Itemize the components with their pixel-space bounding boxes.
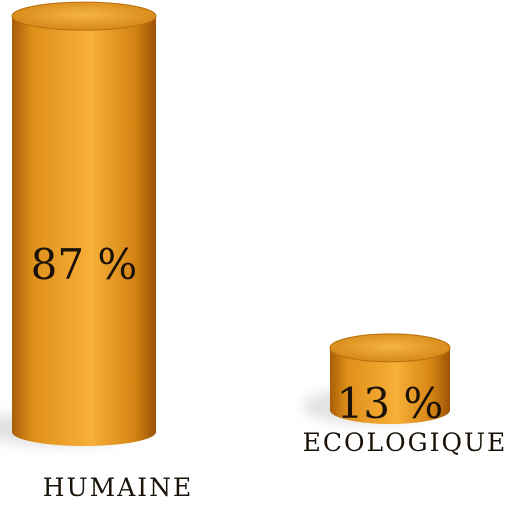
bar-top-ecologique [329,333,451,363]
bar-top-humaine [11,1,157,31]
value-label-ecologique: 13 % [337,379,444,428]
bar-humaine [12,16,156,446]
value-label-humaine: 87 % [31,240,138,289]
bars-group [11,1,451,446]
bar-ecologique [330,347,450,424]
category-label-humaine: HUMAINE [43,473,194,502]
category-label-ecologique: ECOLOGIQUE [303,428,508,457]
labels-group: 87 % HUMAINE 13 %ECOLOGIQUE [31,240,508,502]
